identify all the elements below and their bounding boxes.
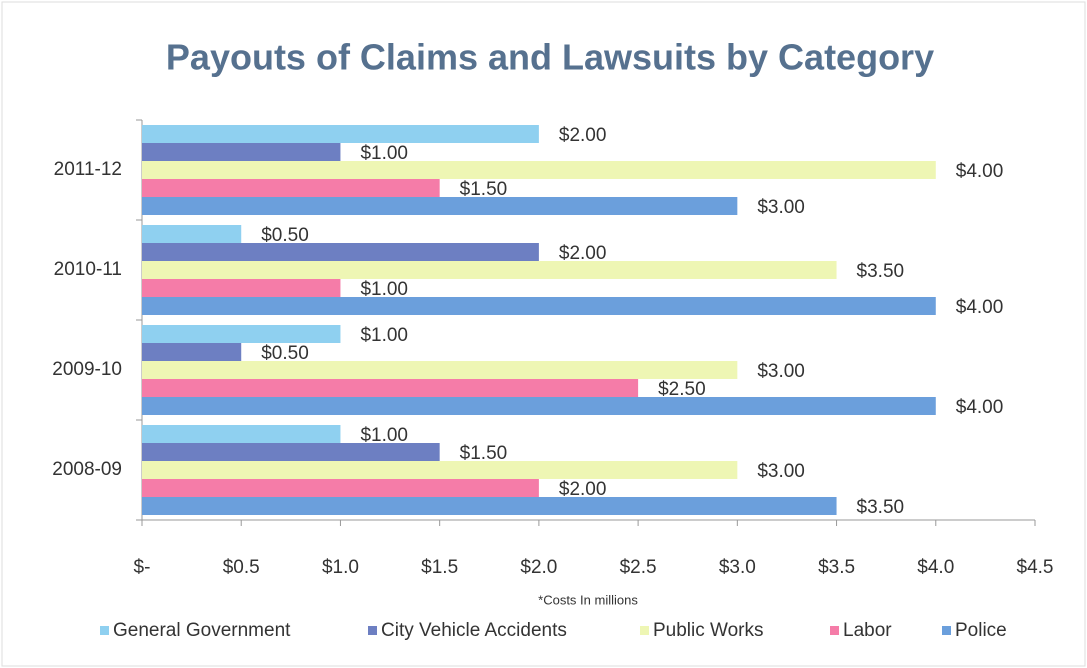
bar <box>142 179 440 197</box>
value-label: $3.00 <box>757 361 805 382</box>
bar <box>142 461 738 479</box>
x-tick-label: $3.5 <box>818 557 855 578</box>
legend-label: Labor <box>843 620 892 641</box>
y-tick-label: 2010-11 <box>54 259 122 280</box>
bar <box>142 243 539 261</box>
x-tick-label: $- <box>134 557 151 578</box>
bar <box>142 261 837 279</box>
legend-swatch <box>640 626 649 635</box>
value-label: $1.50 <box>460 443 508 464</box>
legend-label: Police <box>955 620 1007 641</box>
value-label: $1.00 <box>360 143 408 164</box>
y-tick-label: 2009-10 <box>52 359 122 380</box>
value-label: $3.50 <box>857 261 905 282</box>
legend-label: General Government <box>113 620 291 641</box>
value-label: $3.00 <box>757 197 805 218</box>
value-label: $2.00 <box>559 125 607 146</box>
value-label: $3.50 <box>857 497 905 518</box>
bar <box>142 397 936 415</box>
value-label: $1.50 <box>460 179 508 200</box>
x-tick-label: $4.5 <box>1017 557 1054 578</box>
value-label: $0.50 <box>261 343 309 364</box>
bar <box>142 343 242 361</box>
x-tick-label: $1.0 <box>322 557 359 578</box>
value-label: $1.00 <box>360 325 408 346</box>
x-tick-label: $2.5 <box>620 557 657 578</box>
bar <box>142 443 440 461</box>
bar <box>142 361 738 379</box>
value-label: $4.00 <box>956 297 1004 318</box>
legend-swatch <box>942 626 951 635</box>
bar <box>142 325 341 343</box>
chart-title: Payouts of Claims and Lawsuits by Catego… <box>166 37 934 78</box>
legend-label: City Vehicle Accidents <box>381 620 567 641</box>
value-label: $2.50 <box>658 379 706 400</box>
value-label: $4.00 <box>956 161 1004 182</box>
legend-swatch <box>100 626 109 635</box>
bar <box>142 497 837 515</box>
x-tick-label: $1.5 <box>421 557 458 578</box>
value-label: $2.00 <box>559 243 607 264</box>
bar <box>142 161 936 179</box>
y-tick-label: 2008-09 <box>52 459 122 480</box>
x-axis-note: *Costs In millions <box>538 592 638 607</box>
value-label: $4.00 <box>956 397 1004 418</box>
bar <box>142 479 539 497</box>
bar <box>142 143 341 161</box>
value-label: $2.00 <box>559 479 607 500</box>
bar <box>142 197 738 215</box>
value-label: $0.50 <box>261 225 309 246</box>
bar <box>142 279 341 297</box>
x-tick-label: $2.0 <box>520 557 557 578</box>
legend-swatch <box>368 626 377 635</box>
legend-swatch <box>830 626 839 635</box>
bar <box>142 297 936 315</box>
value-label: $3.00 <box>757 461 805 482</box>
value-label: $1.00 <box>360 425 408 446</box>
y-tick-label: 2011-12 <box>54 159 122 180</box>
x-tick-label: $3.0 <box>719 557 756 578</box>
x-tick-label: $4.0 <box>917 557 954 578</box>
x-tick-label: $0.5 <box>223 557 260 578</box>
value-label: $1.00 <box>360 279 408 300</box>
bar <box>142 379 639 397</box>
bar <box>142 225 242 243</box>
bar <box>142 125 539 143</box>
bar <box>142 425 341 443</box>
legend-label: Public Works <box>653 620 764 641</box>
